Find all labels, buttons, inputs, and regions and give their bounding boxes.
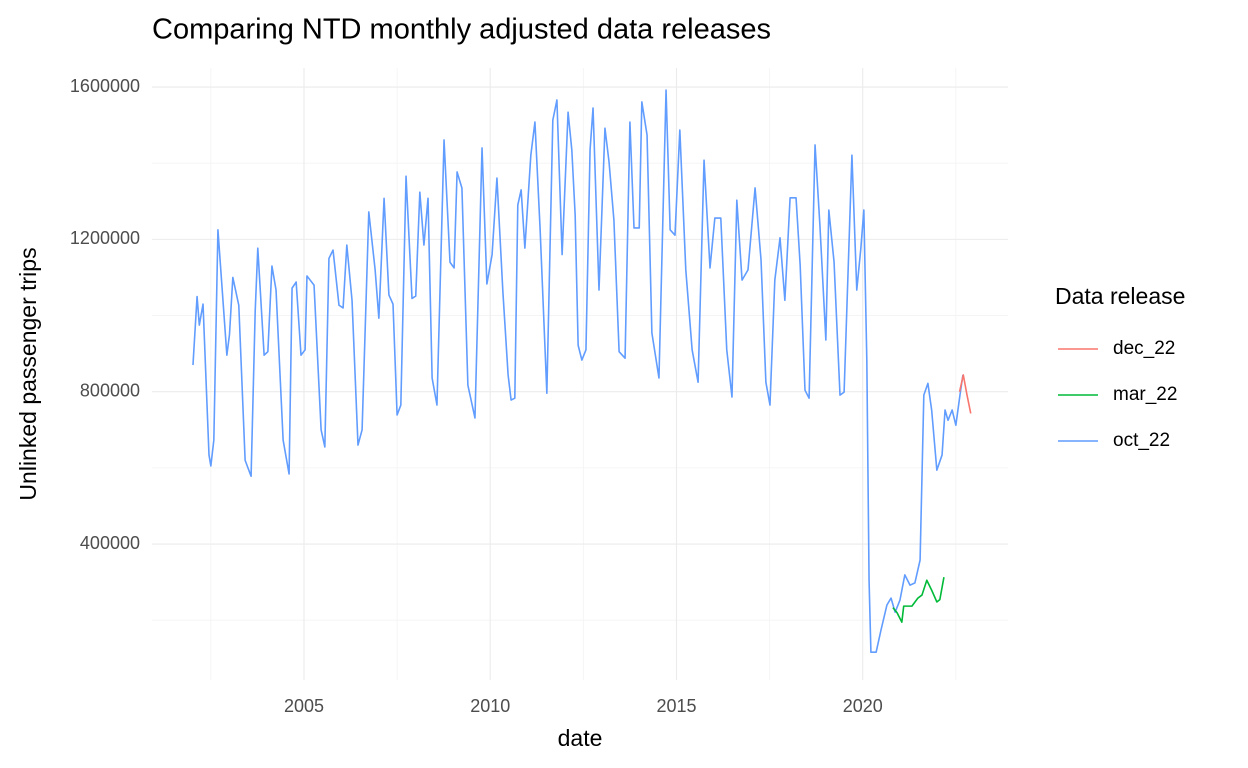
y-tick-label: 400000	[80, 533, 140, 553]
y-tick-label: 800000	[80, 380, 140, 400]
x-axis-title: date	[558, 725, 603, 751]
legend-label: mar_22	[1113, 384, 1177, 405]
x-tick-label: 2005	[284, 696, 324, 716]
legend-title: Data release	[1055, 283, 1185, 309]
x-tick-label: 2020	[843, 696, 883, 716]
series-line	[892, 577, 945, 623]
chart-title: Comparing NTD monthly adjusted data rele…	[152, 14, 771, 46]
series-line	[958, 374, 972, 414]
x-tick-label: 2010	[470, 696, 510, 716]
x-tick-label: 2015	[656, 696, 696, 716]
legend-label: oct_22	[1113, 430, 1170, 451]
series-line	[192, 89, 964, 653]
y-tick-label: 1200000	[70, 228, 140, 248]
y-axis-title: Unlinked passenger trips	[15, 247, 41, 500]
legend-label: dec_22	[1113, 338, 1175, 359]
y-tick-label: 1600000	[70, 76, 140, 96]
